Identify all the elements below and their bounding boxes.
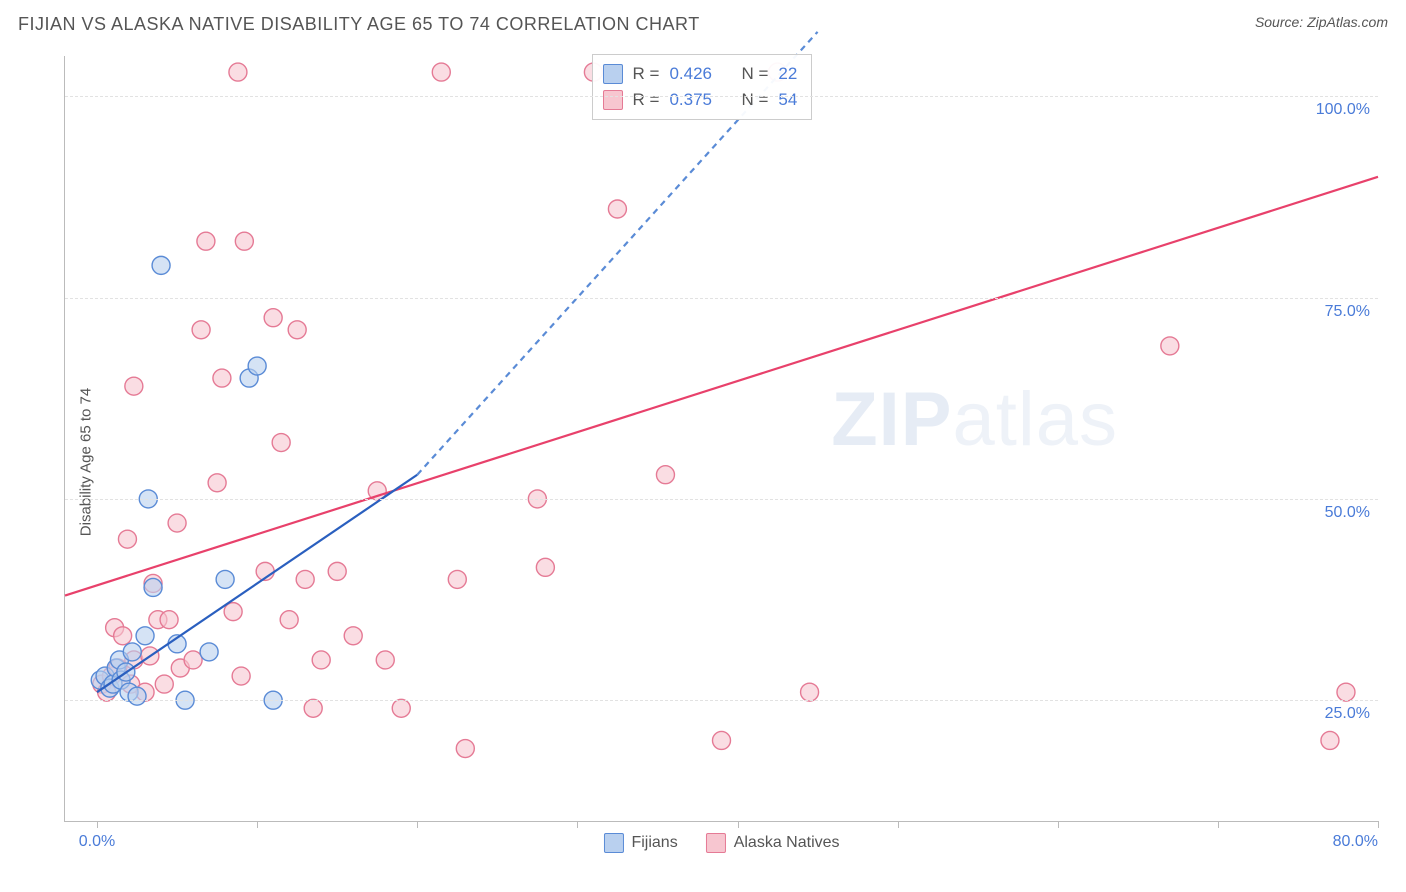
- n-value-fijians: 22: [778, 61, 797, 87]
- data-point: [288, 321, 306, 339]
- series-legend: Fijians Alaska Natives: [603, 833, 839, 853]
- x-tick-label: 80.0%: [1333, 833, 1378, 851]
- plot-area: ZIPatlas R = 0.426 N = 22 R = 0.375 N = …: [64, 56, 1378, 822]
- data-point: [272, 434, 290, 452]
- data-point: [304, 699, 322, 717]
- data-point: [152, 256, 170, 274]
- data-point: [456, 740, 474, 758]
- data-point: [208, 474, 226, 492]
- data-point: [280, 611, 298, 629]
- data-point: [200, 643, 218, 661]
- data-point: [312, 651, 330, 669]
- trend-line: [65, 177, 1378, 596]
- data-point: [229, 63, 247, 81]
- plot-svg: [65, 56, 1378, 821]
- data-point: [144, 578, 162, 596]
- data-point: [328, 562, 346, 580]
- chart-container: Disability Age 65 to 74 ZIPatlas R = 0.4…: [18, 48, 1388, 876]
- y-tick-label: 25.0%: [1325, 705, 1370, 723]
- chart-title: FIJIAN VS ALASKA NATIVE DISABILITY AGE 6…: [18, 14, 700, 35]
- y-tick-label: 50.0%: [1325, 504, 1370, 522]
- data-point: [184, 651, 202, 669]
- swatch-alaska-icon: [706, 833, 726, 853]
- data-point: [114, 627, 132, 645]
- data-point: [1321, 731, 1339, 749]
- y-tick-label: 100.0%: [1316, 101, 1370, 119]
- data-point: [536, 558, 554, 576]
- data-point: [125, 377, 143, 395]
- source-credit: Source: ZipAtlas.com: [1255, 14, 1388, 30]
- data-point: [801, 683, 819, 701]
- data-point: [213, 369, 231, 387]
- data-point: [376, 651, 394, 669]
- legend-item-alaska: Alaska Natives: [706, 833, 840, 853]
- stats-legend: R = 0.426 N = 22 R = 0.375 N = 54: [592, 54, 813, 120]
- data-point: [192, 321, 210, 339]
- swatch-fijians: [603, 64, 623, 84]
- data-point: [432, 63, 450, 81]
- data-point: [123, 643, 141, 661]
- data-point: [1337, 683, 1355, 701]
- n-value-alaska: 54: [778, 87, 797, 113]
- data-point: [128, 687, 146, 705]
- data-point: [392, 699, 410, 717]
- swatch-alaska: [603, 90, 623, 110]
- data-point: [232, 667, 250, 685]
- data-point: [235, 232, 253, 250]
- data-point: [344, 627, 362, 645]
- data-point: [608, 200, 626, 218]
- swatch-fijians-icon: [603, 833, 623, 853]
- legend-item-fijians: Fijians: [603, 833, 677, 853]
- y-tick-label: 75.0%: [1325, 303, 1370, 321]
- data-point: [248, 357, 266, 375]
- data-point: [448, 570, 466, 588]
- stats-row-alaska: R = 0.375 N = 54: [603, 87, 798, 113]
- r-value-fijians: 0.426: [669, 61, 712, 87]
- data-point: [168, 514, 186, 532]
- data-point: [197, 232, 215, 250]
- r-value-alaska: 0.375: [669, 87, 712, 113]
- data-point: [160, 611, 178, 629]
- data-point: [118, 530, 136, 548]
- data-point: [656, 466, 674, 484]
- data-point: [136, 627, 154, 645]
- x-tick-label: 0.0%: [79, 833, 115, 851]
- data-point: [1161, 337, 1179, 355]
- data-point: [713, 731, 731, 749]
- data-point: [216, 570, 234, 588]
- data-point: [296, 570, 314, 588]
- data-point: [155, 675, 173, 693]
- stats-row-fijians: R = 0.426 N = 22: [603, 61, 798, 87]
- data-point: [264, 309, 282, 327]
